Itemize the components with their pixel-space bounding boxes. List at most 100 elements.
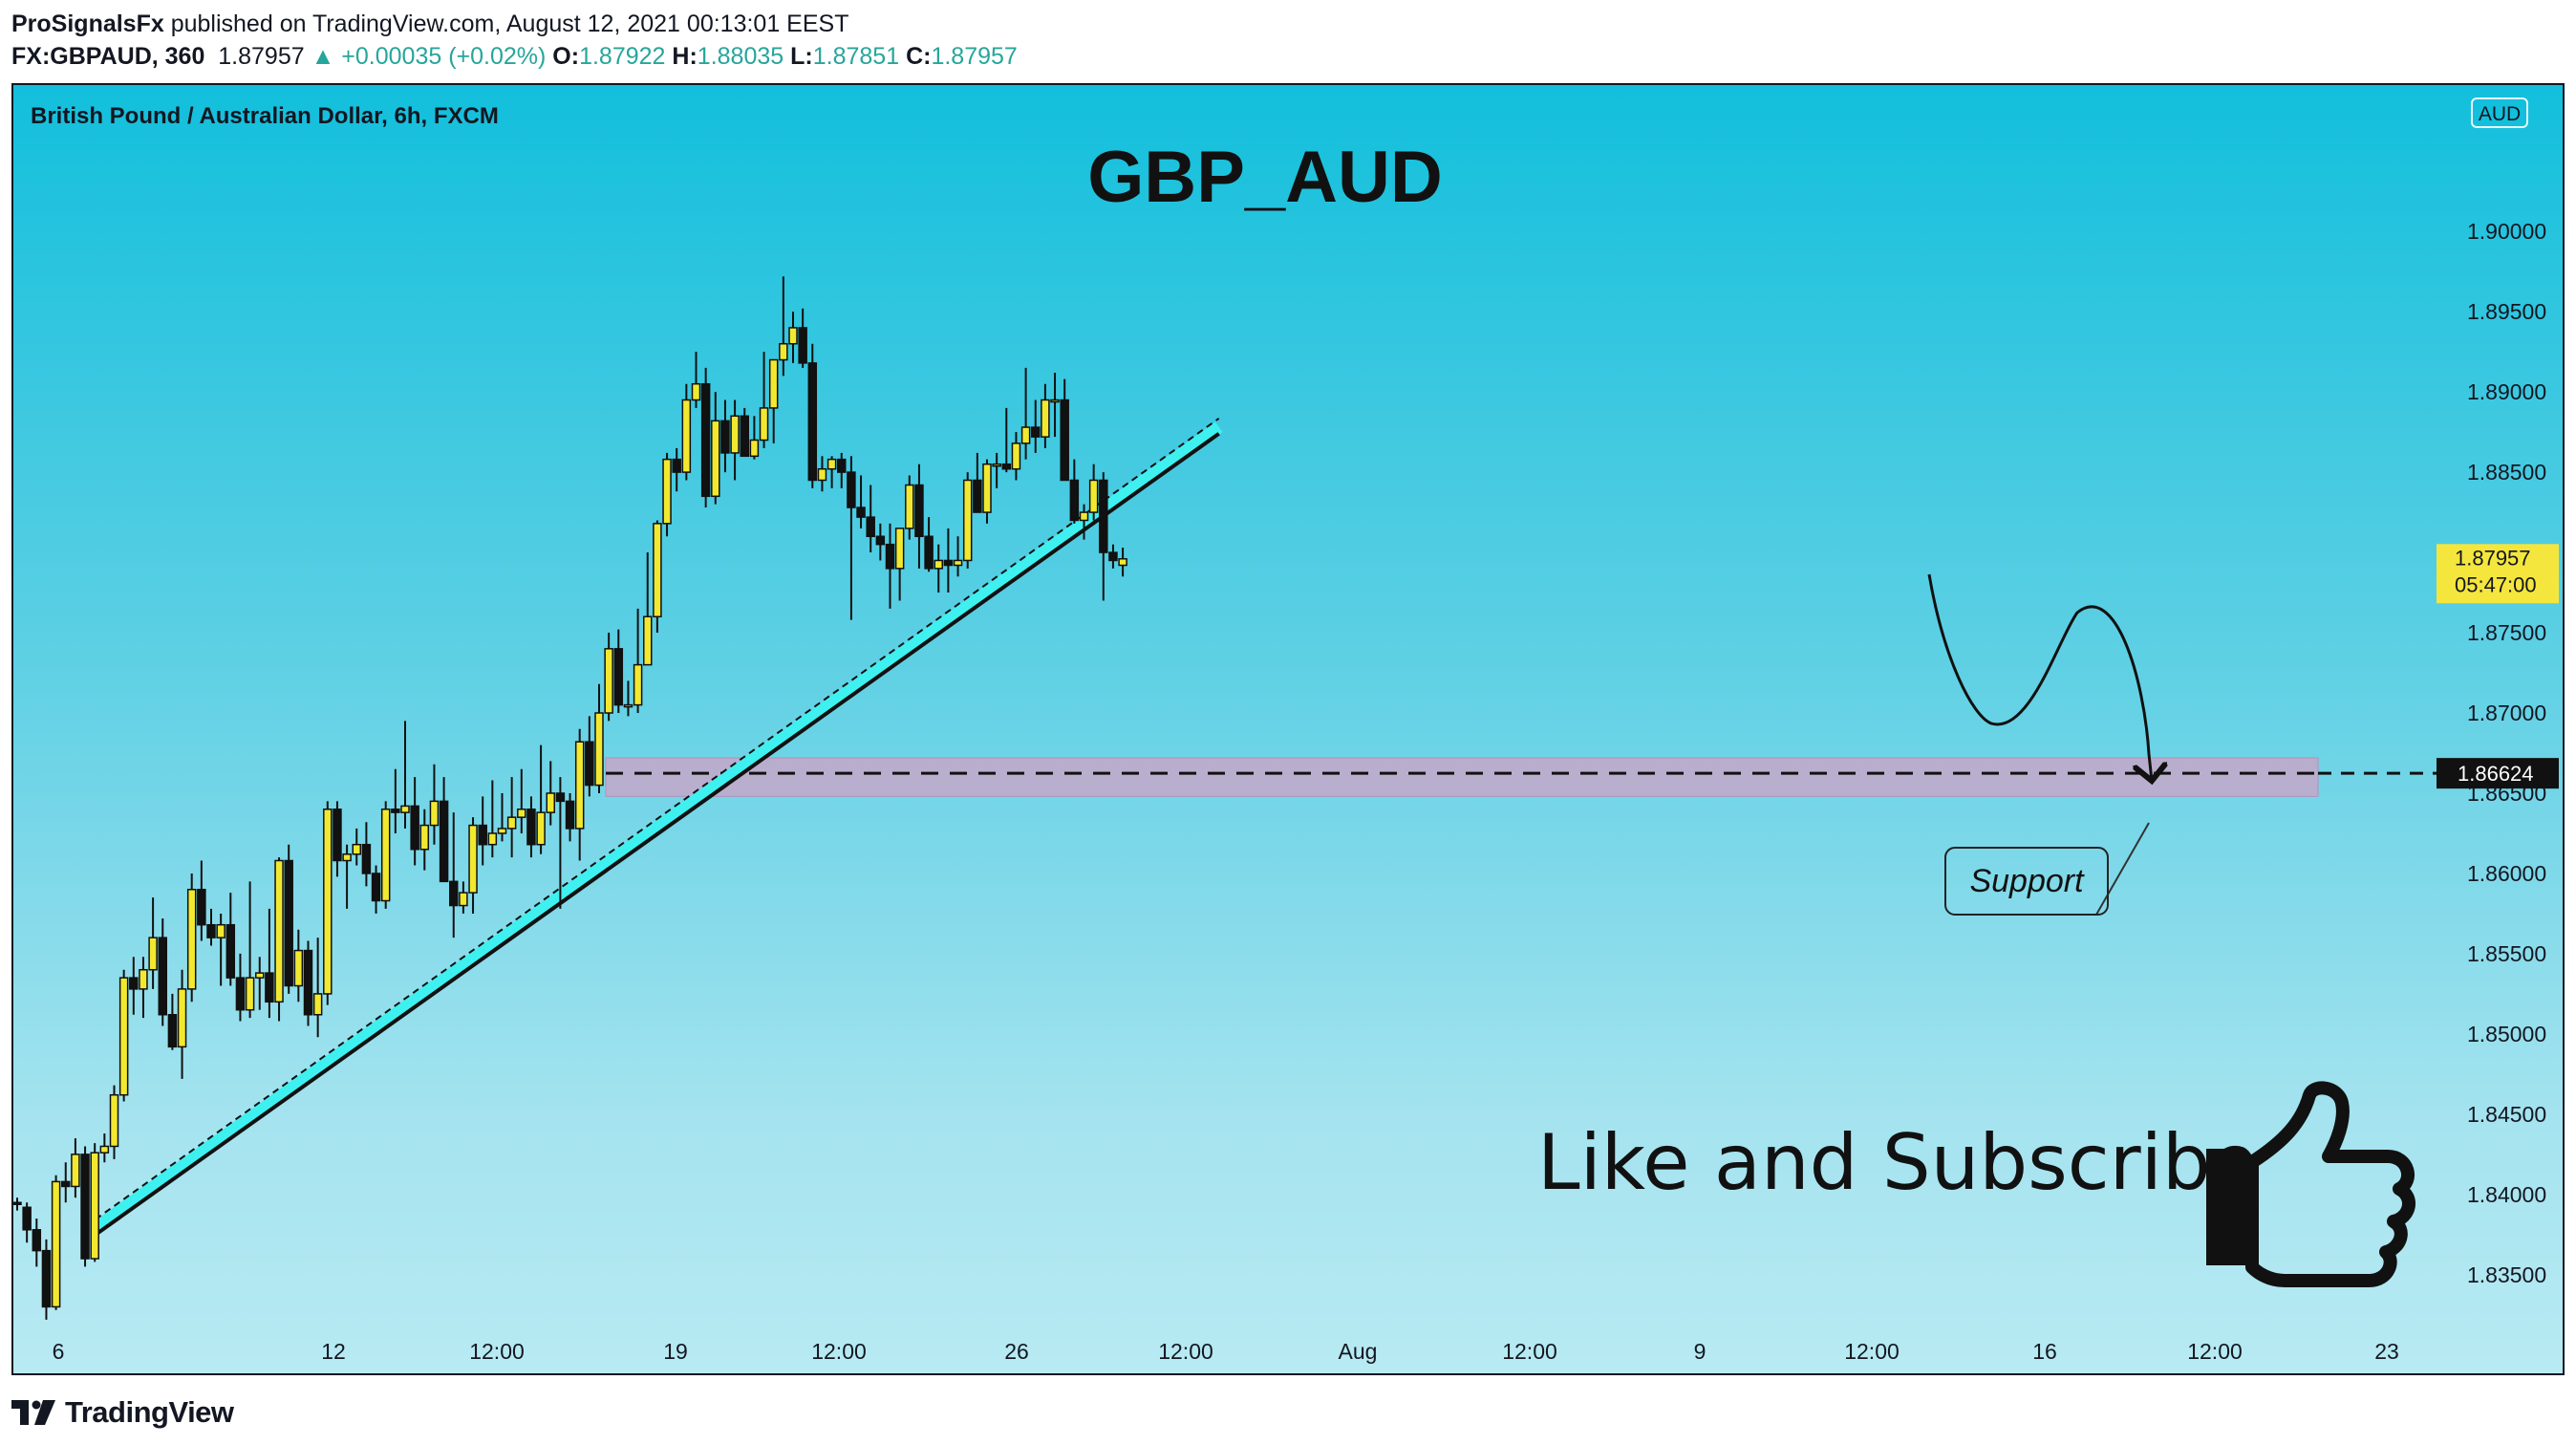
candle[interactable] xyxy=(167,993,178,1050)
candle[interactable] xyxy=(526,796,536,858)
candle[interactable] xyxy=(847,456,856,620)
candle[interactable] xyxy=(1001,407,1012,473)
candle[interactable] xyxy=(371,865,381,914)
tradingview-logo-icon[interactable] xyxy=(11,1400,55,1425)
candle[interactable] xyxy=(962,472,973,569)
candle[interactable] xyxy=(439,777,449,883)
candle[interactable] xyxy=(894,528,905,601)
candle[interactable] xyxy=(604,633,613,722)
publisher-name[interactable]: ProSignalsFx xyxy=(11,11,164,37)
candle[interactable] xyxy=(400,721,410,829)
candle[interactable] xyxy=(924,517,934,572)
candle[interactable] xyxy=(245,881,255,1019)
candle[interactable] xyxy=(235,953,246,1022)
candle[interactable] xyxy=(1031,399,1041,453)
candle[interactable] xyxy=(80,1146,90,1267)
candle[interactable] xyxy=(139,957,148,1019)
candle[interactable] xyxy=(61,1162,71,1203)
candle[interactable] xyxy=(225,893,236,986)
candle[interactable] xyxy=(643,552,653,666)
support-zone[interactable] xyxy=(605,757,2319,797)
candle[interactable] xyxy=(943,528,954,593)
candle[interactable] xyxy=(22,1202,32,1243)
candle[interactable] xyxy=(118,969,129,1102)
candle[interactable] xyxy=(429,764,440,845)
candle[interactable] xyxy=(711,392,720,505)
candle[interactable] xyxy=(41,1239,52,1320)
candle[interactable] xyxy=(158,917,167,1026)
candle[interactable] xyxy=(662,452,672,537)
candle[interactable] xyxy=(352,828,361,866)
candle[interactable] xyxy=(148,897,158,989)
candle[interactable] xyxy=(1011,432,1021,481)
candle[interactable] xyxy=(565,792,575,842)
candle[interactable] xyxy=(255,957,265,1010)
candle[interactable] xyxy=(730,399,740,481)
candle[interactable] xyxy=(759,352,769,448)
candle[interactable] xyxy=(333,801,342,877)
price-chart[interactable]: Support British Pound / Australian Dolla… xyxy=(13,85,2563,1373)
candle[interactable] xyxy=(633,608,643,714)
candle[interactable] xyxy=(177,969,187,1079)
candle[interactable] xyxy=(934,544,943,593)
candle[interactable] xyxy=(866,485,875,553)
trendline[interactable] xyxy=(94,432,1220,1237)
candle[interactable] xyxy=(914,464,924,569)
candle[interactable] xyxy=(303,940,313,1026)
candle[interactable] xyxy=(71,1138,80,1198)
candle[interactable] xyxy=(517,768,526,833)
candle[interactable] xyxy=(749,416,760,460)
time-axis[interactable]: 6 12 12:00 19 12:00 26 12:00 Aug 12:00 9 12:00 16 12… xyxy=(53,1339,2399,1364)
level-price-label[interactable]: 1.86624 xyxy=(2436,758,2559,789)
candle[interactable] xyxy=(1020,367,1031,460)
candle[interactable] xyxy=(419,809,430,871)
candle[interactable] xyxy=(410,777,419,866)
candle[interactable] xyxy=(720,399,730,473)
candle[interactable] xyxy=(312,938,323,1038)
candle[interactable] xyxy=(487,780,498,858)
candle[interactable] xyxy=(468,817,478,914)
candle[interactable] xyxy=(361,822,372,887)
candle[interactable] xyxy=(1060,378,1069,482)
candle[interactable] xyxy=(1118,548,1127,577)
candle[interactable] xyxy=(1099,472,1108,601)
candle[interactable] xyxy=(51,1175,61,1310)
candle[interactable] xyxy=(1069,459,1080,524)
price-axis[interactable]: 1.900001.895001.890001.885001.880001.875… xyxy=(2467,219,2546,1287)
candle[interactable] xyxy=(574,728,585,861)
candle[interactable] xyxy=(623,680,633,717)
candle[interactable] xyxy=(449,812,459,938)
candle[interactable] xyxy=(788,312,798,363)
candle[interactable] xyxy=(885,523,895,609)
candle[interactable] xyxy=(779,276,788,377)
candle[interactable] xyxy=(1108,544,1118,569)
candle[interactable] xyxy=(506,777,517,858)
candle[interactable] xyxy=(594,683,604,793)
candle[interactable] xyxy=(342,844,352,909)
candle[interactable] xyxy=(555,777,566,909)
candle[interactable] xyxy=(265,908,274,1019)
candle[interactable] xyxy=(1041,383,1050,448)
candle[interactable] xyxy=(613,629,624,714)
candle[interactable] xyxy=(856,475,866,528)
candle[interactable] xyxy=(99,1133,110,1163)
candle[interactable] xyxy=(13,1197,22,1211)
candle[interactable] xyxy=(798,308,807,368)
candle[interactable] xyxy=(536,744,546,854)
candle[interactable] xyxy=(672,447,681,492)
candle[interactable] xyxy=(293,929,304,1003)
tradingview-brand[interactable]: TradingView xyxy=(65,1395,234,1429)
candle[interactable] xyxy=(497,792,507,842)
candle[interactable] xyxy=(186,873,197,1003)
candle[interactable] xyxy=(875,523,886,561)
trendline-channel[interactable] xyxy=(92,421,1223,1234)
candle[interactable] xyxy=(585,716,594,797)
candle[interactable] xyxy=(274,857,284,1022)
candle[interactable] xyxy=(953,536,963,577)
candle[interactable] xyxy=(982,459,992,524)
candle[interactable] xyxy=(973,452,982,513)
candle[interactable] xyxy=(1050,372,1060,438)
chart-area[interactable]: Support British Pound / Australian Dolla… xyxy=(11,83,2565,1375)
candle[interactable] xyxy=(1079,504,1089,540)
candle[interactable] xyxy=(905,475,914,540)
